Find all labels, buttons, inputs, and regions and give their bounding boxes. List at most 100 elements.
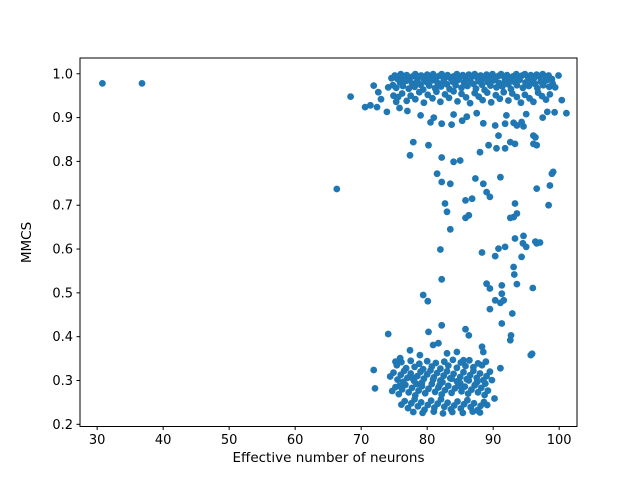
scatter-point — [449, 356, 457, 364]
x-tick-label: 60 — [287, 433, 304, 448]
scatter-point — [479, 96, 486, 104]
scatter-point — [469, 408, 477, 415]
scatter-point — [424, 91, 432, 99]
scatter-point — [427, 367, 434, 374]
scatter-point — [404, 404, 412, 412]
scatter-point — [486, 285, 494, 292]
scatter-point — [433, 170, 441, 178]
scatter-point — [411, 83, 418, 91]
y-tick-label: 0.8 — [52, 155, 73, 170]
scatter-point — [466, 356, 473, 364]
scatter-point — [539, 114, 547, 121]
scatter-point — [519, 239, 527, 247]
scatter-point — [510, 119, 517, 127]
scatter-point — [551, 84, 559, 91]
scatter-point — [543, 108, 551, 116]
scatter-point — [468, 195, 476, 203]
scatter-point — [406, 151, 414, 159]
scatter-point — [409, 374, 417, 382]
scatter-point — [444, 382, 452, 390]
scatter-point — [546, 182, 554, 189]
x-tick-label: 40 — [155, 433, 172, 448]
scatter-point — [501, 144, 509, 152]
x-tick-label: 100 — [547, 433, 572, 448]
scatter-point — [392, 84, 400, 92]
scatter-point — [482, 358, 490, 366]
scatter-point — [438, 321, 446, 329]
scatter-point — [476, 409, 484, 416]
scatter-point — [508, 90, 516, 97]
scatter-point — [491, 296, 499, 304]
scatter-point — [473, 109, 481, 117]
scatter-point — [427, 119, 434, 126]
scatter-point — [497, 299, 504, 307]
y-tick-label: 0.7 — [52, 199, 73, 214]
scatter-point — [415, 88, 423, 96]
scatter-point — [443, 208, 451, 216]
scatter-point — [498, 282, 506, 289]
scatter-point — [432, 359, 440, 367]
scatter-point — [402, 77, 410, 85]
scatter-point — [493, 144, 500, 152]
scatter-point — [437, 83, 445, 90]
scatter-point — [405, 85, 413, 93]
x-tick-label: 30 — [89, 433, 106, 448]
scatter-point — [450, 87, 457, 95]
scatter-point — [462, 214, 469, 222]
scatter-point — [430, 408, 438, 415]
scatter-point — [476, 370, 484, 377]
scatter-point — [395, 390, 403, 398]
scatter-point — [415, 360, 423, 368]
scatter-point — [500, 88, 508, 96]
scatter-point — [446, 180, 454, 188]
scatter-point — [520, 232, 527, 240]
scatter-point — [470, 399, 478, 407]
scatter-point — [420, 99, 428, 107]
scatter-point — [406, 346, 414, 354]
scatter-point — [138, 80, 146, 87]
scatter-point — [529, 284, 537, 292]
scatter-point — [417, 112, 424, 119]
y-tick-label: 0.3 — [52, 374, 73, 389]
scatter-point — [458, 84, 465, 92]
x-tick-label: 90 — [485, 433, 502, 448]
scatter-point — [486, 368, 494, 376]
scatter-point — [462, 94, 470, 101]
scatter-point — [527, 351, 535, 359]
scatter-point — [398, 90, 406, 97]
scatter-point — [437, 395, 445, 403]
y-tick-label: 0.5 — [52, 286, 73, 301]
scatter-point — [472, 381, 479, 388]
scatter-point — [396, 382, 403, 390]
scatter-point — [409, 408, 417, 416]
scatter-point — [477, 384, 485, 392]
scatter-point — [543, 76, 550, 84]
scatter-point — [411, 95, 419, 103]
scatter-point — [506, 336, 514, 344]
scatter-point — [506, 214, 514, 222]
scatter-point — [441, 200, 449, 207]
scatter-point — [483, 89, 491, 96]
scatter-point — [419, 409, 426, 417]
scatter-point — [423, 357, 431, 365]
scatter-point — [485, 141, 492, 149]
scatter-point — [464, 396, 471, 404]
scatter-point — [551, 108, 558, 116]
scatter-point — [417, 399, 425, 406]
scatter-point — [513, 93, 521, 101]
scatter-point — [499, 83, 506, 90]
scatter-point — [403, 97, 411, 105]
scatter-point — [558, 96, 566, 104]
scatter-point — [539, 81, 547, 89]
scatter-point — [525, 82, 533, 90]
scatter-point — [486, 193, 494, 201]
scatter-point — [459, 409, 467, 417]
scatter-point — [491, 122, 499, 129]
y-tick-label: 0.2 — [52, 418, 73, 433]
scatter-point — [374, 88, 382, 96]
scatter-point — [513, 81, 521, 89]
scatter-point — [450, 111, 457, 118]
scatter-point — [518, 118, 525, 126]
scatter-point — [456, 157, 464, 164]
